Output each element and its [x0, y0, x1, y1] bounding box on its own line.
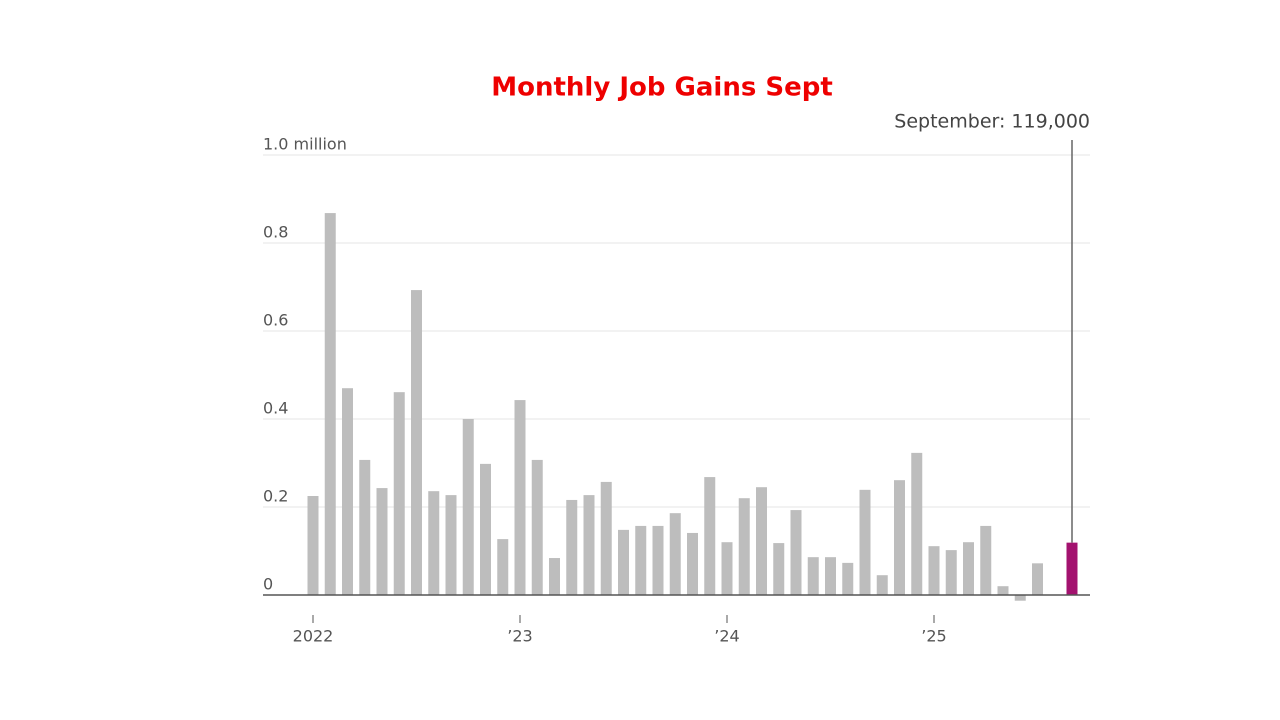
- y-tick-label: 0.8: [263, 223, 288, 242]
- bar: [462, 419, 474, 595]
- bar: [1066, 542, 1078, 595]
- bar: [549, 558, 560, 595]
- bar: [790, 510, 802, 595]
- bar: [393, 392, 405, 595]
- bar: [911, 452, 923, 595]
- bar: [687, 532, 698, 595]
- bar: [583, 495, 595, 595]
- bar: [497, 539, 509, 595]
- bar: [997, 586, 1009, 595]
- bar: [876, 575, 888, 595]
- bar: [669, 513, 681, 595]
- bar: [600, 481, 612, 595]
- bar: [445, 495, 457, 595]
- annotation: September: 119,000: [894, 111, 1090, 133]
- bar: [618, 529, 629, 595]
- bar: [480, 463, 491, 595]
- bar: [652, 525, 664, 595]
- bar: [928, 546, 940, 595]
- bar: [342, 388, 353, 595]
- bar: [566, 499, 578, 595]
- y-tick-label: 1.0 million: [263, 135, 347, 154]
- bar: [307, 496, 319, 595]
- y-tick-label: 0.6: [263, 311, 288, 330]
- bar: [1014, 595, 1026, 601]
- x-tick-label: ’24: [714, 627, 739, 646]
- bar: [859, 489, 871, 595]
- bar: [842, 562, 854, 595]
- bar: [324, 213, 336, 595]
- bar: [721, 542, 733, 595]
- y-tick-label: 0.4: [263, 399, 288, 418]
- bar: [514, 400, 526, 595]
- bar: [738, 498, 750, 595]
- bar: [1032, 563, 1043, 595]
- y-tick-label: 0: [263, 575, 273, 594]
- x-tick-label: ’23: [507, 627, 532, 646]
- bar: [704, 477, 716, 595]
- bar: [411, 290, 422, 595]
- bar: [894, 480, 905, 595]
- bar: [945, 550, 957, 595]
- bar: [980, 525, 992, 595]
- bar: [963, 542, 974, 595]
- bar: [756, 487, 767, 595]
- bar: [807, 557, 819, 595]
- bar: [773, 543, 785, 595]
- x-tick-label: 2022: [293, 627, 334, 646]
- bar: [635, 525, 647, 595]
- y-tick-label: 0.2: [263, 487, 288, 506]
- bar: [825, 557, 836, 595]
- x-tick-label: ’25: [921, 627, 946, 646]
- bar: [428, 491, 440, 595]
- bar: [359, 459, 371, 595]
- bar: [376, 488, 388, 595]
- chart-title: Monthly Job Gains Sept: [491, 73, 833, 103]
- bar: [531, 459, 543, 595]
